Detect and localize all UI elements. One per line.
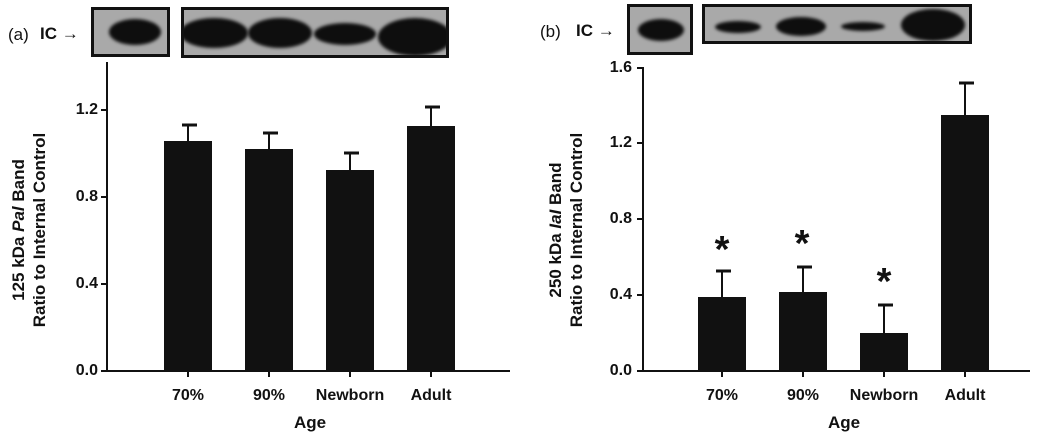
xtick-label: Newborn [315, 387, 385, 404]
panel-b-label: (b) [540, 22, 561, 41]
bar-adult [407, 105, 455, 371]
bar-newborn [326, 151, 374, 371]
xtick-label: 70% [705, 387, 739, 404]
blot-band [378, 18, 446, 55]
ytick-label: 0.0 [609, 362, 632, 379]
bar-90pct [245, 131, 293, 371]
xtick-label: Newborn [849, 387, 919, 404]
ytick-label: 0.4 [75, 275, 98, 292]
ytick-label: 1.2 [609, 134, 632, 151]
blot-band [638, 19, 684, 41]
panel-b-sample-blot [702, 4, 972, 44]
panel-a-x-axis-title: Age [293, 413, 327, 432]
ytick-label: 0.0 [75, 362, 98, 379]
ytick-label: 1.2 [75, 101, 98, 118]
panel-a-ic-blot [91, 7, 170, 57]
bar-adult [941, 81, 989, 371]
blot-band [109, 19, 161, 45]
panel-a-label: (a) [8, 25, 29, 44]
panel-a-sample-blot [181, 7, 449, 58]
xtick-label: 90% [786, 387, 820, 404]
significance-star: * [794, 223, 810, 265]
panel-a-ic-label: IC → [40, 24, 79, 43]
blot-band [715, 21, 761, 33]
panel-b-ic-label: IC → [576, 21, 615, 40]
bar-70pct [698, 269, 746, 371]
blot-band [184, 18, 248, 48]
ytick-label: 0.4 [609, 286, 632, 303]
ytick-label: 0.8 [609, 210, 632, 227]
xtick-label: 70% [171, 387, 205, 404]
xtick-label: Adult [410, 387, 452, 404]
bar-newborn [860, 303, 908, 371]
blot-band [776, 17, 826, 36]
xtick-label: Adult [944, 387, 986, 404]
significance-star: * [876, 261, 892, 303]
ytick-label: 1.6 [609, 59, 632, 76]
bar-70pct [164, 123, 212, 371]
significance-star: * [714, 229, 730, 271]
xtick-label: 90% [252, 387, 286, 404]
bar-90pct [779, 265, 827, 371]
ytick-label: 0.8 [75, 188, 98, 205]
blot-band [841, 22, 885, 31]
blot-band [314, 23, 376, 45]
blot-band [248, 18, 312, 48]
panel-b-x-axis-title: Age [827, 413, 861, 432]
panel-b-ic-blot [627, 4, 693, 55]
blot-band [901, 9, 965, 41]
